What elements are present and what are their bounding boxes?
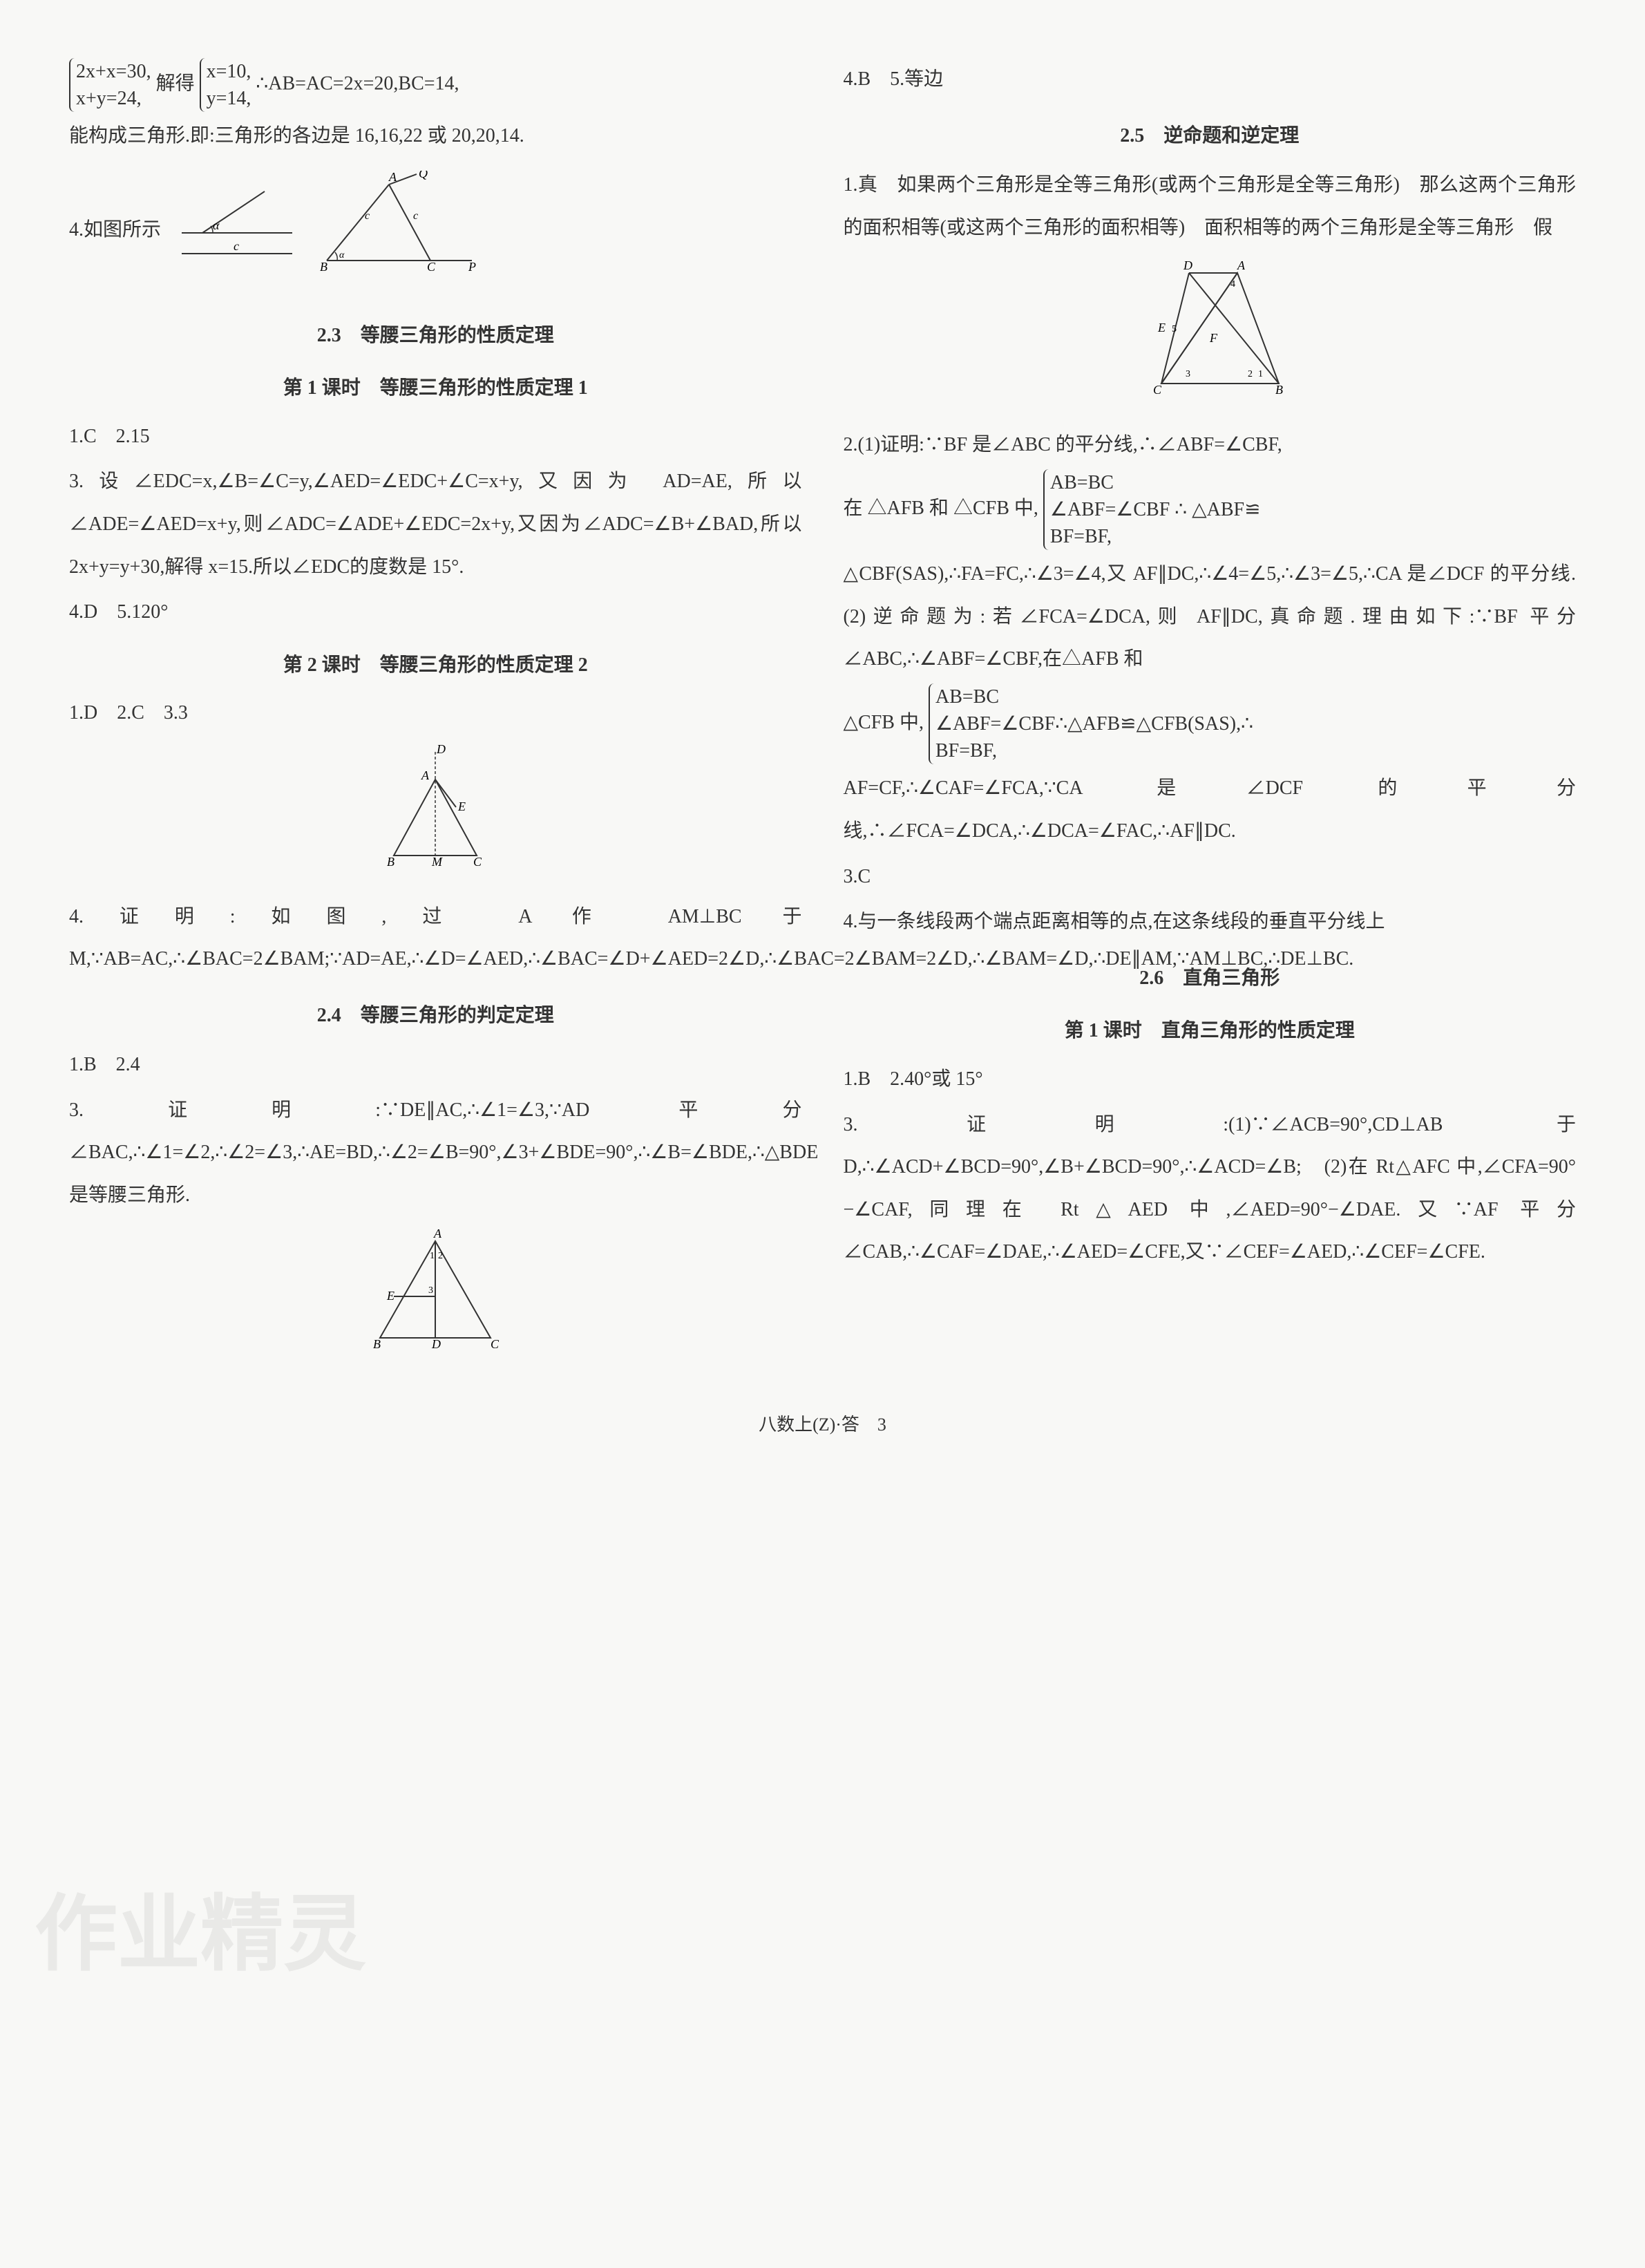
svg-text:D: D (431, 1337, 441, 1351)
q4-label: 4.如图所示 (69, 209, 161, 252)
s25-2-brace2: △CFB 中, AB=BC ∠ABF=∠CBF∴△AFB≌△CFB(SAS),∴… (844, 683, 1577, 765)
svg-text:E: E (457, 800, 466, 813)
svg-text:3: 3 (1186, 369, 1190, 379)
s25-2-brace: 在 △AFB 和 △CFB 中, AB=BC ∠ABF=∠CBF ∴ △ABF≌… (844, 469, 1577, 551)
svg-text:A: A (421, 768, 430, 782)
eq1-line2: x+y=24, (76, 88, 142, 109)
triangle-sides-text: 能构成三角形.即:三角形的各边是 16,16,22 或 20,20,14. (69, 115, 802, 158)
brace-l3: BF=BF, (1050, 526, 1112, 547)
s25-answer-4: 4.与一条线段两个端点距离相等的点,在这条线段的垂直平分线上 (844, 900, 1577, 943)
brace-l1: AB=BC (1050, 472, 1114, 493)
r-top-answers: 4.B 5.等边 (844, 58, 1577, 101)
s25-2-intro: 2.(1)证明:∵BF 是∠ABC 的平分线,∴∠ABF=∠CBF, (844, 424, 1577, 466)
s25-2-cont: △CBF(SAS),∴FA=FC,∴∠3=∠4,又 AF∥DC,∴∠4=∠5,∴… (844, 553, 1577, 681)
svg-text:P: P (468, 260, 476, 274)
brace2-l1: AB=BC (935, 686, 999, 708)
brace2-pre-text: △CFB 中, (844, 712, 924, 733)
svg-text:C: C (1153, 383, 1162, 397)
s23-answer-3: 3.设∠EDC=x,∠B=∠C=y,∠AED=∠EDC+∠C=x+y,又因为 A… (69, 460, 802, 588)
svg-text:2: 2 (1248, 369, 1253, 379)
figure-triangle-abcde-angles: A B C D E 1 2 3 (69, 1227, 802, 1368)
section-2-6-title: 2.6 直角三角形 (844, 957, 1577, 1000)
svg-text:D: D (1183, 259, 1192, 272)
s24-answer-3: 3.证明:∵DE∥AC,∴∠1=∠3,∵AD 平分∠BAC,∴∠1=∠2,∴∠2… (69, 1089, 802, 1217)
brace2-l3: BF=BF, (935, 740, 997, 762)
svg-text:c: c (365, 210, 370, 222)
svg-text:A: A (1237, 259, 1246, 272)
section-2-3-sub2: 第 2 课时 等腰三角形的性质定理 2 (69, 644, 802, 687)
svg-text:Q: Q (419, 171, 428, 180)
figure-triangle-abcpq: A B C P Q c c α (313, 171, 479, 290)
eq2-line2: y=14, (207, 88, 251, 109)
watermark-text: 作业精灵 (35, 1844, 366, 2026)
svg-text:5: 5 (1172, 324, 1177, 334)
s24-answer-1: 1.B 2.4 (69, 1043, 802, 1086)
svg-text:E: E (386, 1289, 394, 1303)
svg-text:1: 1 (430, 1251, 435, 1261)
eq2-line1: x=10, (207, 61, 251, 82)
svg-text:B: B (373, 1337, 381, 1351)
figure-triangle-abcdef: A B C D E F 1 2 3 4 5 (844, 259, 1577, 413)
brace-pre-text: 在 △AFB 和 △CFB 中, (844, 498, 1038, 519)
s23-answer-1: 1.C 2.15 (69, 415, 802, 458)
svg-text:B: B (320, 260, 327, 274)
svg-text:A: A (388, 171, 397, 184)
svg-text:c: c (234, 239, 239, 253)
brace-l2: ∠ABF=∠CBF ∴ △ABF≌ (1050, 499, 1261, 520)
svg-text:1: 1 (1258, 369, 1263, 379)
figure-triangle-abcdem: A B C D E M (69, 745, 802, 885)
eq1-line1: 2x+x=30, (76, 61, 151, 82)
section-2-5-title: 2.5 逆命题和逆定理 (844, 115, 1577, 158)
svg-text:c: c (413, 210, 418, 222)
svg-text:3: 3 (428, 1285, 433, 1296)
s23b-answer-4: 4.证明:如图,过 A 作 AM⊥BC 于 M,∵AB=AC,∴∠BAC=2∠B… (69, 896, 802, 981)
svg-text:A: A (433, 1227, 442, 1240)
s26-answer-1: 1.B 2.40°或 15° (844, 1058, 1577, 1101)
therefore-ab: ∴AB=AC=2x=20,BC=14, (256, 73, 459, 95)
svg-text:2: 2 (438, 1251, 443, 1261)
page-footer: 八数上(Z)·答 3 (69, 1405, 1576, 1444)
svg-text:F: F (1209, 331, 1218, 345)
section-2-3-title: 2.3 等腰三角形的性质定理 (69, 314, 802, 357)
svg-text:α: α (339, 250, 345, 261)
svg-text:C: C (473, 855, 482, 869)
s23b-answer-1: 1.D 2.C 3.3 (69, 692, 802, 735)
svg-text:C: C (491, 1337, 500, 1351)
section-2-4-title: 2.4 等腰三角形的判定定理 (69, 994, 802, 1037)
svg-text:E: E (1157, 321, 1166, 334)
svg-text:M: M (431, 855, 443, 869)
section-2-3-sub1: 第 1 课时 等腰三角形的性质定理 1 (69, 367, 802, 410)
figure-angle-alpha: α c (175, 185, 299, 276)
s23-answer-4: 4.D 5.120° (69, 591, 802, 634)
svg-text:B: B (1275, 383, 1283, 397)
s25-2-end: AF=CF,∴∠CAF=∠FCA,∵CA 是∠DCF 的平分线,∴∠FCA=∠D… (844, 767, 1577, 852)
svg-text:B: B (387, 855, 394, 869)
s26-answer-3: 3.证明:(1)∵∠ACB=90°,CD⊥AB 于 D,∴∠ACD+∠BCD=9… (844, 1104, 1577, 1274)
svg-text:α: α (213, 218, 220, 232)
s25-answer-3: 3.C (844, 856, 1577, 898)
s25-answer-1: 1.真 如果两个三角形是全等三角形(或两个三角形是全等三角形) 那么这两个三角形… (844, 164, 1577, 249)
svg-text:D: D (436, 745, 446, 756)
section-2-6-sub1: 第 1 课时 直角三角形的性质定理 (844, 1010, 1577, 1052)
svg-text:4: 4 (1230, 279, 1235, 290)
equation-system-1: 2x+x=30, x+y=24, 解得 x=10, y=14, ∴AB=AC=2… (69, 58, 802, 112)
solve-label: 解得 (156, 73, 195, 95)
svg-text:C: C (427, 260, 436, 274)
brace2-l2: ∠ABF=∠CBF∴△AFB≌△CFB(SAS),∴ (935, 713, 1253, 735)
